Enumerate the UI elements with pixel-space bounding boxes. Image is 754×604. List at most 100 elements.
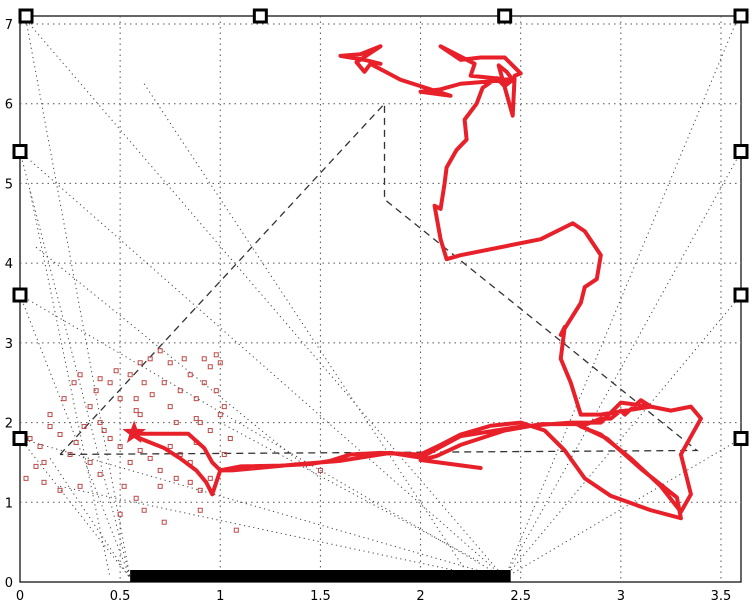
beacon-marker-6 — [12, 287, 28, 303]
particle-61 — [47, 412, 53, 418]
particle-53 — [221, 451, 227, 457]
particle-0 — [27, 436, 33, 442]
particle-39 — [137, 447, 143, 453]
particle-8 — [81, 424, 87, 430]
particle-18 — [141, 380, 147, 386]
particle-54 — [227, 436, 233, 442]
particle-15 — [127, 372, 133, 378]
particle-36 — [167, 443, 173, 449]
particle-37 — [157, 467, 163, 473]
particle-73 — [133, 408, 139, 414]
y-tick-label-2: 2 — [5, 417, 13, 432]
particle-40 — [127, 459, 133, 465]
trajectory-line — [130, 44, 703, 521]
particle-49 — [173, 475, 179, 481]
particle-47 — [141, 507, 147, 513]
particle-76 — [221, 404, 227, 410]
particle-25 — [187, 372, 193, 378]
y-tick-label-4: 4 — [5, 257, 13, 272]
beacon-marker-9 — [733, 431, 749, 447]
particle-52 — [207, 475, 213, 481]
particle-7 — [73, 439, 79, 445]
particle-78 — [71, 380, 77, 386]
particle-9 — [87, 404, 93, 410]
particle-65 — [77, 483, 83, 489]
particle-68 — [33, 463, 39, 469]
x-tick-label-7: 3.5 — [711, 589, 732, 604]
particle-14 — [113, 368, 119, 374]
particle-75 — [193, 416, 199, 422]
sensor-ray-0 — [25, 19, 131, 579]
particle-41 — [117, 443, 123, 449]
particle-63 — [87, 459, 93, 465]
particle-55 — [137, 360, 143, 366]
particle-3 — [23, 475, 29, 481]
beacon-marker-5 — [733, 144, 749, 160]
x-tick-label-2: 1 — [216, 589, 224, 604]
particle-77 — [97, 376, 103, 382]
y-tick-label-6: 6 — [5, 98, 13, 113]
particle-12 — [107, 380, 113, 386]
particle-31 — [217, 412, 223, 418]
beacon-marker-4 — [12, 144, 28, 160]
particle-24 — [177, 388, 183, 394]
particle-21 — [161, 380, 167, 386]
particle-74 — [149, 392, 155, 398]
sensor-ray-1 — [25, 19, 506, 579]
particle-59 — [217, 360, 223, 366]
particle-48 — [157, 483, 163, 489]
beacon-marker-7 — [733, 287, 749, 303]
sensor-ray-10 — [504, 294, 742, 579]
sensor-ray-14 — [59, 485, 491, 579]
particle-1 — [37, 443, 43, 449]
y-tick-label-7: 7 — [5, 18, 13, 33]
particle-72 — [197, 507, 203, 513]
particle-17 — [137, 412, 143, 418]
beacon-marker-1 — [252, 8, 268, 24]
particle-23 — [173, 420, 179, 426]
sensor-ray-11 — [504, 438, 742, 579]
bottom-bar-segment — [130, 570, 511, 582]
particle-4 — [47, 424, 53, 430]
particle-30 — [213, 388, 219, 394]
particle-29 — [207, 364, 213, 370]
particle-60 — [213, 352, 219, 358]
particle-79 — [317, 467, 323, 473]
particle-26 — [193, 396, 199, 402]
particle-66 — [57, 487, 63, 493]
particle-19 — [147, 356, 153, 362]
sensor-ray-3 — [19, 151, 131, 579]
particle-38 — [147, 455, 153, 461]
y-tick-label-5: 5 — [5, 177, 13, 192]
particle-71 — [161, 519, 167, 525]
beacon-marker-8 — [12, 431, 28, 447]
particle-32 — [207, 428, 213, 434]
y-tick-label-3: 3 — [5, 337, 13, 352]
y-tick-label-1: 1 — [5, 496, 13, 511]
sensor-ray-8 — [504, 19, 738, 579]
sensor-ray-13 — [49, 458, 131, 579]
particle-70 — [233, 527, 239, 533]
particle-50 — [187, 479, 193, 485]
particle-16 — [133, 396, 139, 402]
x-tick-label-4: 2 — [416, 589, 424, 604]
plot-area-frame — [19, 15, 742, 583]
particle-43 — [101, 428, 107, 434]
sensor-ray-16 — [29, 191, 111, 579]
particle-51 — [197, 487, 203, 493]
particle-2 — [41, 459, 47, 465]
particle-56 — [167, 360, 173, 366]
particle-27 — [197, 420, 203, 426]
particle-22 — [167, 404, 173, 410]
x-tick-label-5: 2.5 — [510, 589, 531, 604]
start-star-marker — [122, 420, 147, 444]
particle-10 — [93, 388, 99, 394]
particle-11 — [77, 372, 83, 378]
beacon-marker-0 — [18, 8, 34, 24]
particle-42 — [107, 436, 113, 442]
particle-5 — [57, 432, 63, 438]
particle-20 — [157, 348, 163, 354]
particle-46 — [133, 495, 139, 501]
particle-57 — [181, 356, 187, 362]
